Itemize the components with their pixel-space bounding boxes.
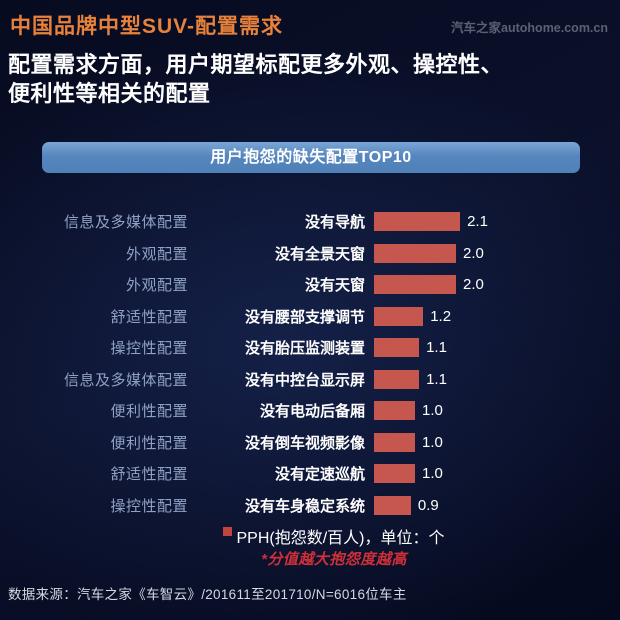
row-category: 便利性配置 [110,403,188,421]
row-label: 没有腰部支撑调节 [244,308,365,326]
legend-label: PPH(抱怨数/百人)，单位：个 [236,530,445,547]
row-category: 舒适性配置 [110,466,188,484]
row-category: 外观配置 [125,277,188,295]
row-category: 操控性配置 [110,497,188,515]
row-category: 信息及多媒体配置 [63,214,188,232]
row-value: 1.0 [422,433,443,451]
row-bar [374,338,420,358]
row-label: 没有全景天窗 [274,245,365,263]
subtitle-line-2: 便利性等相关的配置 [8,81,211,106]
row-value: 1.1 [426,370,447,388]
row-label: 没有倒车视频影像 [244,434,365,452]
chart-row: 外观配置 没有全景天窗 2.0 [0,238,620,270]
row-value: 1.0 [422,465,443,483]
row-label: 没有车身稳定系统 [244,497,365,515]
row-value: 1.1 [426,339,447,357]
row-bar [374,306,424,326]
chart-title-banner: 用户抱怨的缺失配置TOP10 [42,142,580,173]
row-label: 没有电动后备厢 [259,403,365,421]
row-value: 2.0 [463,244,484,262]
row-category: 外观配置 [125,245,188,263]
bar-chart: 信息及多媒体配置 没有导航 2.1 外观配置 没有全景天窗 2.0 外观配置 没… [0,206,620,521]
chart-legend: PPH(抱怨数/百人)，单位：个 [0,524,620,548]
row-category: 便利性配置 [110,434,188,452]
chart-row: 便利性配置 没有电动后备厢 1.0 [0,395,620,427]
page-title: 中国品牌中型SUV-配置需求 [10,15,284,38]
row-value: 1.0 [422,402,443,420]
subtitle-line-1: 配置需求方面，用户期望标配更多外观、操控性、 [8,52,504,77]
row-label: 没有胎压监测装置 [244,340,365,358]
chart-row: 舒适性配置 没有定速巡航 1.0 [0,458,620,490]
row-bar [374,212,461,232]
row-bar [374,464,415,484]
chart-row: 信息及多媒体配置 没有导航 2.1 [0,206,620,238]
row-label: 没有天窗 [304,277,365,295]
chart-note: *分值越大抱怨度越高 [261,551,407,568]
chart-row: 外观配置 没有天窗 2.0 [0,269,620,301]
row-bar [374,495,411,515]
row-value: 1.2 [430,307,452,325]
row-bar [374,432,415,452]
chart-row: 舒适性配置 没有腰部支撑调节 1.2 [0,301,620,333]
row-bar [374,369,420,389]
row-category: 舒适性配置 [110,308,188,326]
chart-row: 便利性配置 没有倒车视频影像 1.0 [0,427,620,459]
row-label: 没有中控台显示屏 [244,371,365,389]
chart-row: 信息及多媒体配置 没有中控台显示屏 1.1 [0,364,620,396]
row-value: 0.9 [417,496,439,514]
row-value: 2.0 [463,276,484,294]
chart-row: 操控性配置 没有胎压监测装置 1.1 [0,332,620,364]
row-bar [374,243,456,263]
chart-row: 操控性配置 没有车身稳定系统 0.9 [0,490,620,522]
row-bar [374,401,415,421]
legend-color-swatch [223,527,233,536]
row-label: 没有导航 [304,214,365,232]
row-category: 信息及多媒体配置 [63,371,188,389]
row-label: 没有定速巡航 [274,466,365,484]
autohome-watermark: 汽车之家autohome.com.cn [451,21,608,35]
row-bar [374,275,456,295]
row-value: 2.1 [467,213,488,231]
row-category: 操控性配置 [110,340,188,358]
data-source: 数据来源：汽车之家《车智云》/201611至201710/N=6016位车主 [8,587,407,602]
page-subtitle: 配置需求方面，用户期望标配更多外观、操控性、 便利性等相关的配置 [8,50,503,108]
